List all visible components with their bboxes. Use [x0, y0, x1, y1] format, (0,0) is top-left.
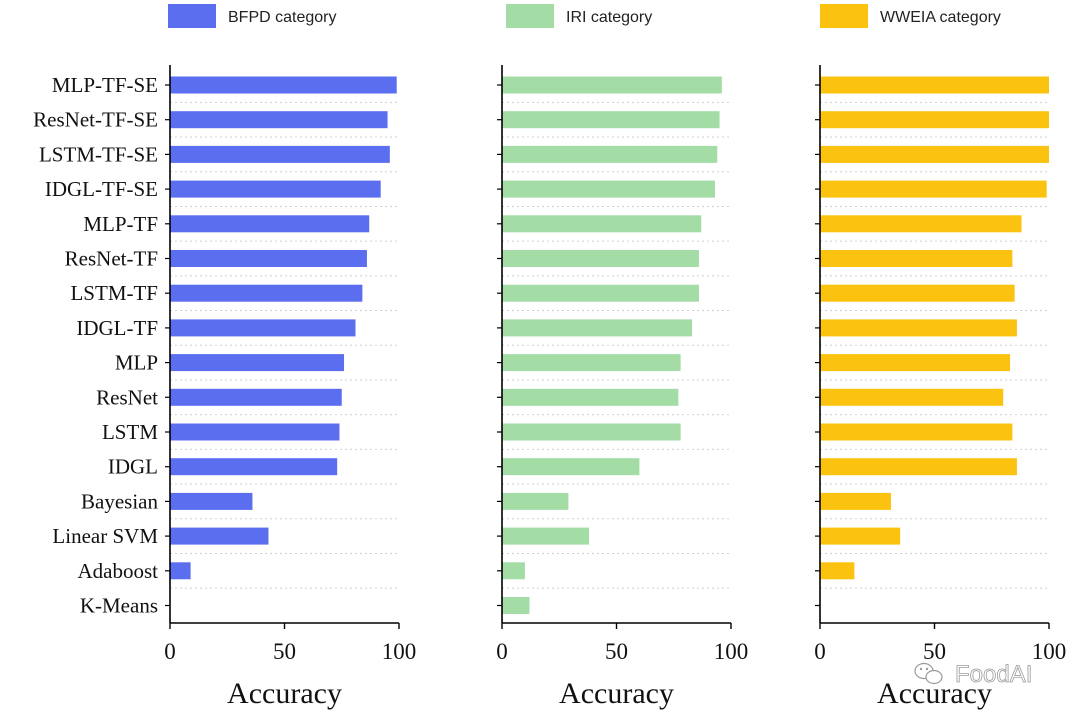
- bar: [502, 284, 699, 302]
- x-tick-label: 50: [605, 639, 628, 664]
- category-label: LSTM-TF: [70, 281, 158, 305]
- x-tick-label: 0: [814, 639, 826, 664]
- bar: [820, 527, 901, 545]
- bar: [502, 319, 693, 337]
- bar: [502, 76, 722, 94]
- bar: [502, 527, 590, 545]
- bar: [502, 492, 569, 510]
- category-label: ResNet: [96, 385, 158, 409]
- legend-label: WWEIA category: [880, 9, 1001, 26]
- bar: [502, 250, 699, 267]
- bar: [820, 250, 1013, 267]
- bar: [170, 492, 253, 510]
- legend: BFPD category IRI category WWEIA category: [168, 4, 1001, 28]
- legend-swatch: [820, 4, 868, 28]
- category-label: LSTM: [102, 420, 158, 444]
- bar: [820, 145, 1049, 163]
- bar: [170, 388, 342, 406]
- bar: [170, 319, 356, 337]
- category-label: ResNet-TF-SE: [33, 108, 158, 132]
- watermark: FoodAI: [914, 661, 1033, 688]
- bar: [820, 458, 1017, 476]
- x-tick-label: 100: [382, 639, 417, 664]
- category-label: K-Means: [80, 594, 158, 618]
- bar: [170, 354, 345, 372]
- bar: [170, 145, 390, 163]
- bar: [820, 388, 1004, 406]
- bar: [170, 215, 370, 233]
- legend-swatch: [506, 4, 554, 28]
- category-label: IDGL-TF-SE: [45, 177, 158, 201]
- bar: [820, 284, 1015, 302]
- bar: [170, 250, 367, 267]
- category-label: MLP: [115, 351, 158, 375]
- legend-swatch: [168, 4, 216, 28]
- bar: [502, 180, 715, 198]
- x-tick-label: 50: [273, 639, 296, 664]
- x-tick-label: 0: [496, 639, 508, 664]
- category-label: ResNet-TF: [65, 247, 158, 271]
- bar: [170, 284, 363, 302]
- bar: [820, 215, 1022, 233]
- category-label: Adaboost: [78, 559, 159, 583]
- bar: [502, 597, 530, 614]
- x-axis-title: Accuracy: [227, 677, 342, 710]
- category-label: Bayesian: [81, 489, 158, 513]
- bar: [820, 76, 1049, 94]
- x-tick-label: 0: [164, 639, 176, 664]
- category-label: MLP-TF: [83, 212, 158, 236]
- category-label: LSTM-TF-SE: [39, 142, 158, 166]
- category-labels: MLP-TF-SE ResNet-TF-SE LSTM-TF-SE IDGL-TF-S…: [33, 73, 158, 618]
- x-tick-label: 100: [714, 639, 749, 664]
- category-label: MLP-TF-SE: [52, 73, 158, 97]
- bar: [502, 458, 640, 476]
- bar: [170, 423, 340, 441]
- legend-label: IRI category: [566, 9, 652, 26]
- panel: 0 50 100 Accuracy: [164, 65, 416, 710]
- category-label: Linear SVM: [52, 524, 158, 548]
- bar: [170, 458, 338, 476]
- bar: [170, 180, 381, 198]
- panel: 0 50 100 Accuracy: [496, 65, 748, 710]
- bar: [820, 319, 1017, 337]
- bar: [502, 354, 681, 372]
- category-label: IDGL: [108, 455, 158, 479]
- bar: [820, 111, 1049, 129]
- bar: [820, 180, 1047, 198]
- bar: [820, 423, 1013, 441]
- bar: [820, 492, 891, 510]
- wechat-icon: [914, 662, 943, 685]
- category-label: IDGL-TF: [76, 316, 158, 340]
- legend-label: BFPD category: [228, 9, 336, 26]
- legend-item: WWEIA category: [820, 4, 1001, 28]
- bar: [170, 527, 269, 545]
- x-tick-label: 50: [923, 639, 946, 664]
- bar: [820, 562, 855, 580]
- legend-item: BFPD category: [168, 4, 336, 28]
- bar: [820, 354, 1011, 372]
- bar: [170, 76, 397, 94]
- bar: [170, 111, 388, 129]
- bar: [170, 562, 191, 580]
- bar: [502, 215, 702, 233]
- x-tick-label: 100: [1032, 639, 1067, 664]
- bar: [502, 145, 718, 163]
- bar: [502, 562, 525, 580]
- bar: [502, 423, 681, 441]
- bar: [502, 111, 720, 129]
- watermark-text: FoodAI: [955, 661, 1032, 688]
- legend-item: IRI category: [506, 4, 652, 28]
- bar: [502, 388, 679, 406]
- x-axis-title: Accuracy: [559, 677, 674, 710]
